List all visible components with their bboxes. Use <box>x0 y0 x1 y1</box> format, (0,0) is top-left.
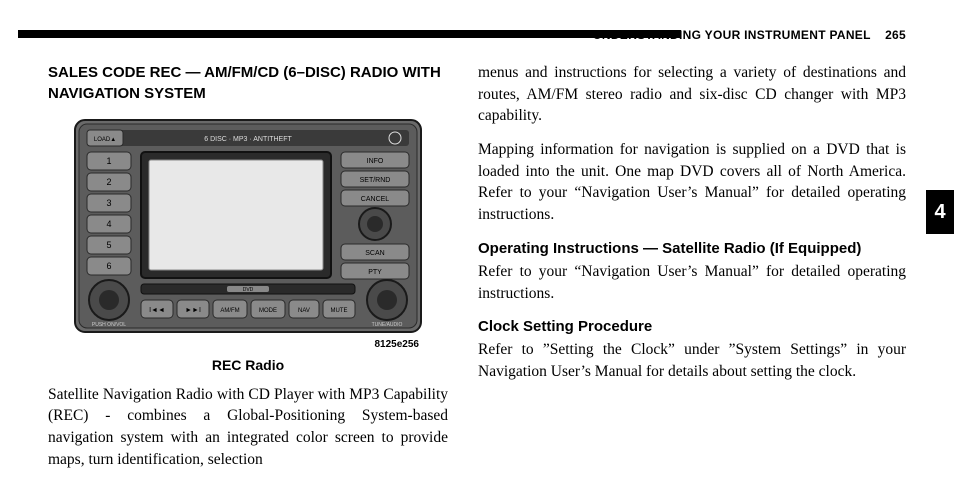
figure-code: 8125e256 <box>73 338 423 352</box>
right-para-2: Mapping information for navigation is su… <box>478 139 906 226</box>
svg-text:CANCEL: CANCEL <box>361 196 390 203</box>
chapter-tab-label: 4 <box>934 201 945 224</box>
svg-text:SCAN: SCAN <box>365 250 384 257</box>
chapter-tab: 4 <box>926 190 954 234</box>
header-rule-right <box>18 30 681 38</box>
svg-text:PTY: PTY <box>368 269 382 276</box>
svg-text:SET/RND: SET/RND <box>360 177 391 184</box>
right-para-1: menus and instructions for selecting a v… <box>478 62 906 127</box>
subheading-satellite: Operating Instructions — Satellite Radio… <box>478 238 906 259</box>
right-column: menus and instructions for selecting a v… <box>478 62 906 482</box>
page-number: 265 <box>885 28 906 42</box>
figure-caption: REC Radio <box>73 356 423 376</box>
svg-text:DVD: DVD <box>243 287 254 293</box>
svg-text:1: 1 <box>106 156 111 166</box>
radio-illustration: 6 DISC · MP3 · ANTITHEFT LOAD▲ 1 2 <box>73 116 423 336</box>
svg-text:2: 2 <box>106 177 111 187</box>
svg-text:TUNE/AUDIO: TUNE/AUDIO <box>372 322 403 328</box>
left-para-1: Satellite Navigation Radio with CD Playe… <box>48 384 448 471</box>
faceplate-text-svg: 6 DISC · MP3 · ANTITHEFT <box>204 136 292 143</box>
svg-text:►►I: ►►I <box>185 307 201 314</box>
radio-figure: 6 DISC · MP3 · ANTITHEFT LOAD▲ 1 2 <box>73 116 423 376</box>
svg-text:4: 4 <box>106 219 111 229</box>
svg-text:AM/FM: AM/FM <box>220 308 239 314</box>
svg-text:NAV: NAV <box>298 308 310 314</box>
svg-text:I◄◄: I◄◄ <box>149 307 165 314</box>
content-columns: SALES CODE REC — AM/FM/CD (6–DISC) RADIO… <box>48 62 906 482</box>
svg-text:MODE: MODE <box>259 308 277 314</box>
section-title: SALES CODE REC — AM/FM/CD (6–DISC) RADIO… <box>48 62 448 104</box>
sub1-body: Refer to your “Navigation User’s Manual”… <box>478 261 906 304</box>
svg-text:3: 3 <box>106 198 111 208</box>
svg-text:PUSH ON/VOL: PUSH ON/VOL <box>92 322 126 328</box>
svg-text:LOAD▲: LOAD▲ <box>94 137 116 143</box>
svg-text:MUTE: MUTE <box>331 308 348 314</box>
page-header: UNDERSTANDING YOUR INSTRUMENT PANEL 265 <box>48 28 906 42</box>
sub2-body: Refer to ”Setting the Clock” under ”Syst… <box>478 339 906 382</box>
svg-text:5: 5 <box>106 240 111 250</box>
left-column: SALES CODE REC — AM/FM/CD (6–DISC) RADIO… <box>48 62 448 482</box>
svg-text:6: 6 <box>106 261 111 271</box>
svg-text:INFO: INFO <box>367 158 384 165</box>
subheading-clock: Clock Setting Procedure <box>478 316 906 337</box>
